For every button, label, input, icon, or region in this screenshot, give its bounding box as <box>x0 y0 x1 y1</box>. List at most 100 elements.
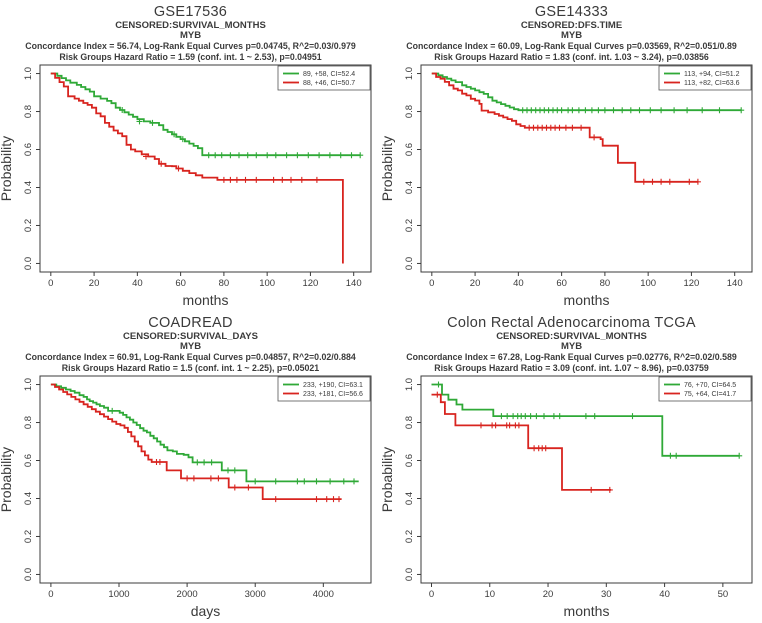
concordance-stats: Concordance Index = 60.91, Log-Rank Equa… <box>25 352 356 362</box>
censor-marks-green-group <box>119 107 364 159</box>
x-tick-label: 4000 <box>313 589 334 600</box>
y-tick-label: 0.4 <box>23 492 34 505</box>
y-tick-label: 0.6 <box>404 143 415 156</box>
x-axis-label: days <box>191 603 221 619</box>
plot-box <box>39 64 372 273</box>
gene-label: MYB <box>560 341 583 352</box>
x-tick-label: 10 <box>484 589 495 600</box>
gene-label: MYB <box>179 30 202 41</box>
x-tick-label: 40 <box>659 589 670 600</box>
chart-title: GSE14333 <box>534 4 609 20</box>
y-tick-label: 0.8 <box>404 105 415 118</box>
x-tick-label: 1000 <box>108 589 129 600</box>
y-tick-label: 1.0 <box>23 67 34 80</box>
censor-marks-red-group <box>143 153 320 183</box>
censored-variable-label: CENSORED:SURVIVAL_DAYS <box>123 331 258 342</box>
y-tick-label: 1.0 <box>404 378 415 391</box>
y-tick-label: 0.2 <box>404 219 415 232</box>
x-tick-label: 0 <box>48 278 53 289</box>
plot-box <box>420 64 753 273</box>
concordance-stats: Concordance Index = 56.74, Log-Rank Equa… <box>25 41 356 51</box>
x-tick-label: 2000 <box>177 589 198 600</box>
y-tick-label: 0.6 <box>23 143 34 156</box>
legend-box <box>277 376 371 402</box>
x-axis-label: months <box>564 292 610 308</box>
y-tick-label: 0.2 <box>23 219 34 232</box>
legend-label: 113, +82, CI=63.6 <box>684 80 740 87</box>
y-tick-label: 0.6 <box>404 454 415 467</box>
y-axis-label: Probability <box>0 136 14 201</box>
x-tick-label: 140 <box>727 278 743 289</box>
y-tick-label: 1.0 <box>23 378 34 391</box>
x-axis-label: months <box>564 603 610 619</box>
x-tick-label: 40 <box>513 278 524 289</box>
x-tick-label: 60 <box>556 278 567 289</box>
chart-title: GSE17536 <box>153 4 228 20</box>
x-tick-label: 50 <box>718 589 729 600</box>
y-tick-label: 0.2 <box>23 530 34 543</box>
x-tick-label: 0 <box>429 589 434 600</box>
x-tick-label: 120 <box>302 278 318 289</box>
hazard-ratio-stats: Risk Groups Hazard Ratio = 1.83 (conf. i… <box>434 51 709 62</box>
hazard-ratio-stats: Risk Groups Hazard Ratio = 1.59 (conf. i… <box>59 51 322 62</box>
censored-variable-label: CENSORED:SURVIVAL_MONTHS <box>496 331 647 342</box>
y-tick-label: 0.4 <box>404 492 415 505</box>
km-curve-green-group <box>431 72 742 112</box>
censored-variable-label: CENSORED:DFS.TIME <box>520 20 623 31</box>
x-tick-label: 100 <box>640 278 656 289</box>
x-tick-label: 100 <box>259 278 275 289</box>
panel-coadread: COADREAD CENSORED:SURVIVAL_DAYS MYB Conc… <box>0 311 381 622</box>
legend-box <box>658 376 752 402</box>
y-tick-label: 1.0 <box>404 67 415 80</box>
concordance-stats: Concordance Index = 67.28, Log-Rank Equa… <box>406 352 737 362</box>
hazard-ratio-stats: Risk Groups Hazard Ratio = 1.5 (conf. in… <box>61 362 320 373</box>
legend-box <box>658 65 752 91</box>
panel-tcga: Colon Rectal Adenocarcinoma TCGA CENSORE… <box>381 311 762 622</box>
legend-box <box>277 65 371 91</box>
x-tick-label: 20 <box>543 589 554 600</box>
legend-label: 113, +94, CI=51.2 <box>684 71 740 78</box>
legend-label: 233, +190, CI=63.1 <box>303 382 363 389</box>
concordance-stats: Concordance Index = 60.09, Log-Rank Equa… <box>406 41 737 51</box>
y-axis-label: Probability <box>381 136 395 201</box>
x-tick-label: 0 <box>48 589 53 600</box>
y-tick-label: 0.4 <box>23 181 34 194</box>
y-tick-label: 0.0 <box>404 568 415 581</box>
y-tick-label: 0.0 <box>404 257 415 270</box>
x-axis-label: months <box>183 292 229 308</box>
y-axis-label: Probability <box>0 447 14 512</box>
censor-marks-green-group <box>519 107 745 114</box>
km-plot: 0 20 40 60 80 100 120 140 0.0 0.2 0.4 0.6 0.8 1.0 mont… <box>0 64 372 308</box>
km-curve-red-group <box>431 393 611 491</box>
km-plot: 0 10 20 30 40 50 0.0 0.2 0.4 0.6 0.8 1.0 months Proba… <box>381 375 753 619</box>
legend-label: 233, +181, CI=56.6 <box>303 391 363 398</box>
y-tick-label: 0.6 <box>23 454 34 467</box>
x-tick-label: 60 <box>175 278 186 289</box>
x-tick-label: 140 <box>346 278 362 289</box>
legend-label: 88, +46, CI=50.7 <box>303 80 355 87</box>
km-curve-red-group <box>50 72 344 264</box>
y-tick-label: 0.0 <box>23 257 34 270</box>
x-tick-label: 20 <box>89 278 100 289</box>
plot-box <box>420 375 753 584</box>
km-curve-red-group <box>50 383 341 500</box>
censored-variable-label: CENSORED:SURVIVAL_MONTHS <box>115 20 266 31</box>
panel-gse17536: GSE17536 CENSORED:SURVIVAL_MONTHS MYB Co… <box>0 0 381 311</box>
y-tick-label: 0.4 <box>404 181 415 194</box>
km-plot: 0 1000 2000 3000 4000 0.0 0.2 0.4 0.6 0.8 1.0 days P… <box>0 375 372 619</box>
y-tick-label: 0.8 <box>23 105 34 118</box>
x-tick-label: 80 <box>219 278 230 289</box>
y-tick-label: 0.2 <box>404 530 415 543</box>
censor-marks-green-group <box>435 381 743 459</box>
x-tick-label: 120 <box>683 278 699 289</box>
y-tick-label: 0.0 <box>23 568 34 581</box>
x-tick-label: 40 <box>132 278 143 289</box>
chart-title: COADREAD <box>148 315 233 331</box>
gene-label: MYB <box>179 341 202 352</box>
y-axis-label: Probability <box>381 447 395 512</box>
legend-label: 76, +70, CI=64.5 <box>684 382 736 389</box>
km-curve-green-group <box>50 383 359 483</box>
chart-title: Colon Rectal Adenocarcinoma TCGA <box>447 315 696 331</box>
censor-marks-green-group <box>109 407 357 485</box>
